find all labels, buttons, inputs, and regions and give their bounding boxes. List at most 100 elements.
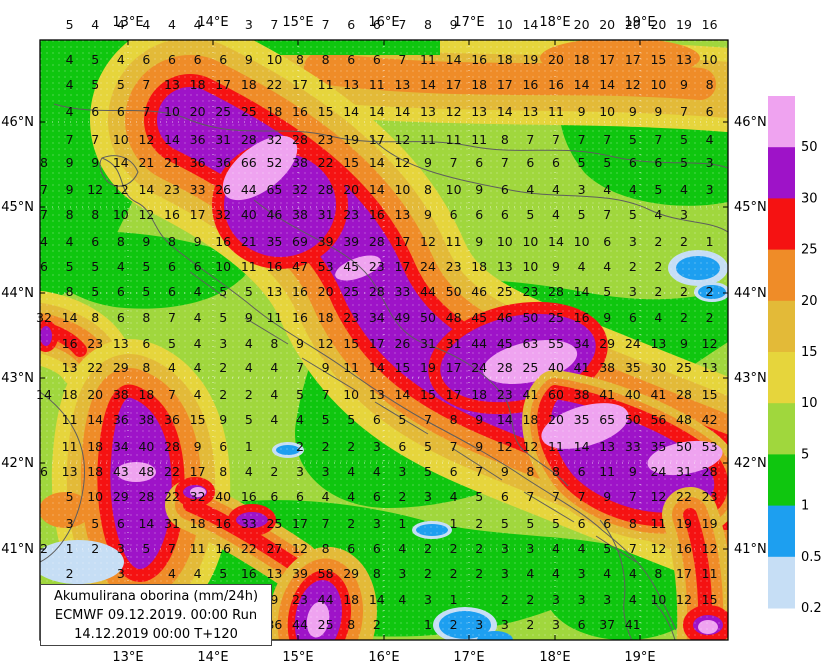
grid-value: 37 [599, 617, 615, 632]
grid-value: 11 [702, 566, 718, 581]
grid-value: 2 [475, 541, 483, 556]
grid-value: 2 [296, 439, 304, 454]
grid-value: 3 [552, 592, 560, 607]
grid-value: 41 [574, 360, 590, 375]
grid-value: 4 [245, 360, 253, 375]
grid-value: 13 [650, 336, 666, 351]
grid-value: 2 [347, 439, 355, 454]
grid-value: 3 [526, 541, 534, 556]
grid-value: 16 [215, 234, 231, 249]
grid-value: 40 [215, 489, 231, 504]
grid-value: 13 [369, 387, 385, 402]
grid-value: 22 [676, 489, 692, 504]
grid-value: 6 [578, 516, 586, 531]
lat-label-right: 46°N [734, 115, 767, 130]
grid-value: 4 [680, 182, 688, 197]
grid-value: 5 [245, 284, 253, 299]
grid-value: 4 [552, 566, 560, 581]
grid-value: 44 [241, 182, 257, 197]
grid-value: 6 [578, 464, 586, 479]
grid-value: 8 [654, 566, 662, 581]
grid-value: 36 [190, 155, 206, 170]
grid-value: 2 [424, 541, 432, 556]
grid-value: 9 [270, 592, 278, 607]
grid-value: 23 [164, 182, 180, 197]
grid-value: 25 [522, 360, 538, 375]
grid-value: 11 [318, 77, 334, 92]
grid-value: 9 [245, 310, 253, 325]
grid-value: 14 [369, 360, 385, 375]
grid-value: 8 [142, 360, 150, 375]
grid-value: 3 [629, 284, 637, 299]
grid-value: 29 [343, 566, 359, 581]
graticule [40, 40, 728, 640]
grid-value: 18 [471, 259, 487, 274]
grid-value: 13 [266, 284, 282, 299]
grid-value: 31 [215, 132, 231, 147]
grid-value: 56 [650, 412, 666, 427]
grid-value: 15 [420, 387, 436, 402]
grid-value: 11 [241, 259, 257, 274]
grid-value: 14 [369, 592, 385, 607]
grid-value: 10 [574, 234, 590, 249]
grid-value: 10 [87, 489, 103, 504]
grid-value: 26 [215, 182, 231, 197]
grid-value: 8 [347, 617, 355, 632]
grid-value: 4 [270, 412, 278, 427]
grid-value: 22 [164, 489, 180, 504]
grid-value: 4 [578, 259, 586, 274]
colorbar-tick-label: 10 [801, 396, 818, 411]
grid-value: 6 [373, 541, 381, 556]
grid-value: 2 [450, 541, 458, 556]
colorbar-tick-label: 5 [801, 447, 809, 462]
grid-value: 8 [424, 182, 432, 197]
coastline-borders [40, 103, 728, 640]
grid-value: 38 [138, 412, 154, 427]
grid-value: 16 [676, 541, 692, 556]
grid-value: 6 [347, 541, 355, 556]
grid-value: 18 [266, 104, 282, 119]
grid-value: 13 [266, 566, 282, 581]
grid-value: 28 [497, 360, 513, 375]
grid-value: 45 [497, 336, 513, 351]
grid-value: 7 [40, 207, 48, 222]
grid-value: 17 [599, 52, 615, 67]
grid-value: 9 [475, 234, 483, 249]
grid-value: 1 [424, 617, 432, 632]
grid-value: 2 [245, 387, 253, 402]
grid-value: 7 [526, 132, 534, 147]
grid-value: 4 [526, 182, 534, 197]
grid-value: 8 [142, 310, 150, 325]
grid-value: 7 [142, 104, 150, 119]
grid-value: 4 [194, 387, 202, 402]
grid-value: 18 [87, 464, 103, 479]
grid-value: 17 [625, 52, 641, 67]
grid-value: 16 [292, 104, 308, 119]
grid-value: 23 [343, 207, 359, 222]
grid-value: 17 [292, 77, 308, 92]
grid-value: 24 [650, 464, 666, 479]
grid-value: 5 [680, 132, 688, 147]
grid-value: 10 [113, 207, 129, 222]
grid-value: 1 [245, 439, 253, 454]
grid-value: 6 [40, 259, 48, 274]
grid-value: 13 [113, 336, 129, 351]
grid-value: 40 [138, 439, 154, 454]
grid-value: 22 [266, 77, 282, 92]
grid-value: 14 [87, 412, 103, 427]
grid-value: 11 [471, 132, 487, 147]
grid-value: 1 [450, 592, 458, 607]
grid-value: 65 [599, 412, 615, 427]
grid-value: 32 [36, 310, 52, 325]
grid-value: 26 [394, 336, 410, 351]
colorbar-tick-label: 25 [801, 243, 818, 258]
grid-value: 45 [343, 259, 359, 274]
grid-value: 8 [424, 17, 432, 32]
lon-label-bottom: 14°E [197, 650, 228, 665]
grid-value: 5 [347, 412, 355, 427]
grid-value: 9 [629, 464, 637, 479]
colorbar-tick-label: 30 [801, 191, 818, 206]
grid-value: 28 [369, 234, 385, 249]
grid-value: 2 [680, 284, 688, 299]
